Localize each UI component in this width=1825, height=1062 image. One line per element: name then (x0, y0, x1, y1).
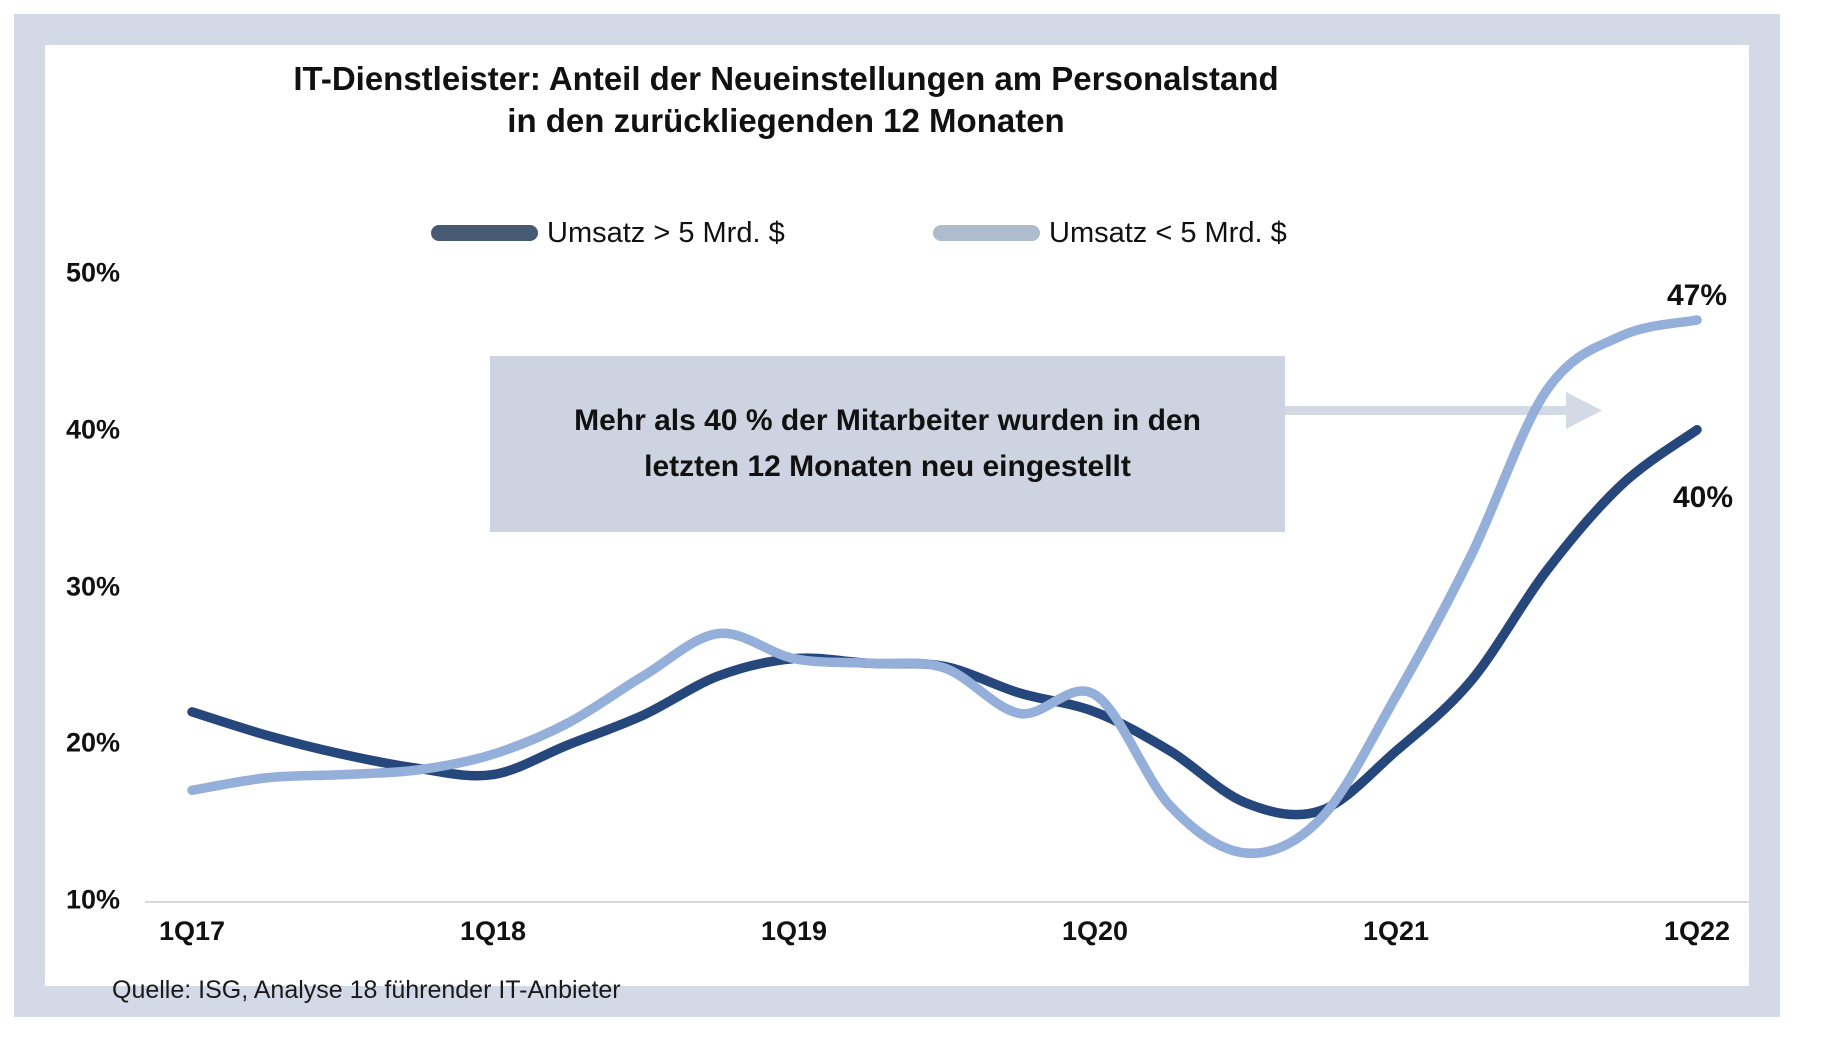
chart-title-line2: in den zurückliegenden 12 Monaten (507, 102, 1065, 140)
legend-swatch-dark (431, 225, 538, 241)
x-axis-line (145, 901, 1763, 903)
end-value-label-light: 47% (1666, 279, 1728, 312)
legend-item-dark: Umsatz > 5 Mrd. $ (431, 214, 785, 252)
y-tick-label: 50% (65, 257, 120, 288)
source-note: Quelle: ISG, Analyse 18 führender IT-Anb… (112, 976, 621, 1004)
legend-item-light: Umsatz < 5 Mrd. $ (933, 214, 1287, 252)
chart-title-line1: IT-Dienstleister: Anteil der Neueinstell… (293, 60, 1279, 97)
annotation-line1: Mehr als 40 % der Mitarbeiter wurden in … (574, 403, 1201, 437)
chart-title: IT-Dienstleister: Anteil der Neueinstell… (0, 58, 1572, 142)
y-tick-label: 20% (65, 727, 120, 758)
x-tick-label: 1Q19 (760, 916, 828, 946)
legend-swatch-light (933, 225, 1040, 241)
y-tick-label: 40% (65, 414, 120, 445)
x-tick-label: 1Q22 (1663, 916, 1731, 946)
annotation-callout: Mehr als 40 % der Mitarbeiter wurden in … (490, 356, 1285, 532)
y-tick-label: 30% (65, 571, 120, 601)
y-tick-label: 10% (65, 884, 120, 915)
x-tick-label: 1Q21 (1362, 916, 1430, 946)
x-tick-label: 1Q20 (1061, 916, 1129, 946)
annotation-line2: letzten 12 Monaten neu eingestellt (644, 450, 1131, 483)
end-value-label-dark: 40% (1672, 481, 1734, 514)
x-tick-label: 1Q17 (158, 916, 226, 946)
legend-label-light: Umsatz < 5 Mrd. $ (1049, 216, 1287, 249)
x-tick-label: 1Q18 (459, 916, 527, 946)
legend-label-dark: Umsatz > 5 Mrd. $ (547, 216, 785, 249)
